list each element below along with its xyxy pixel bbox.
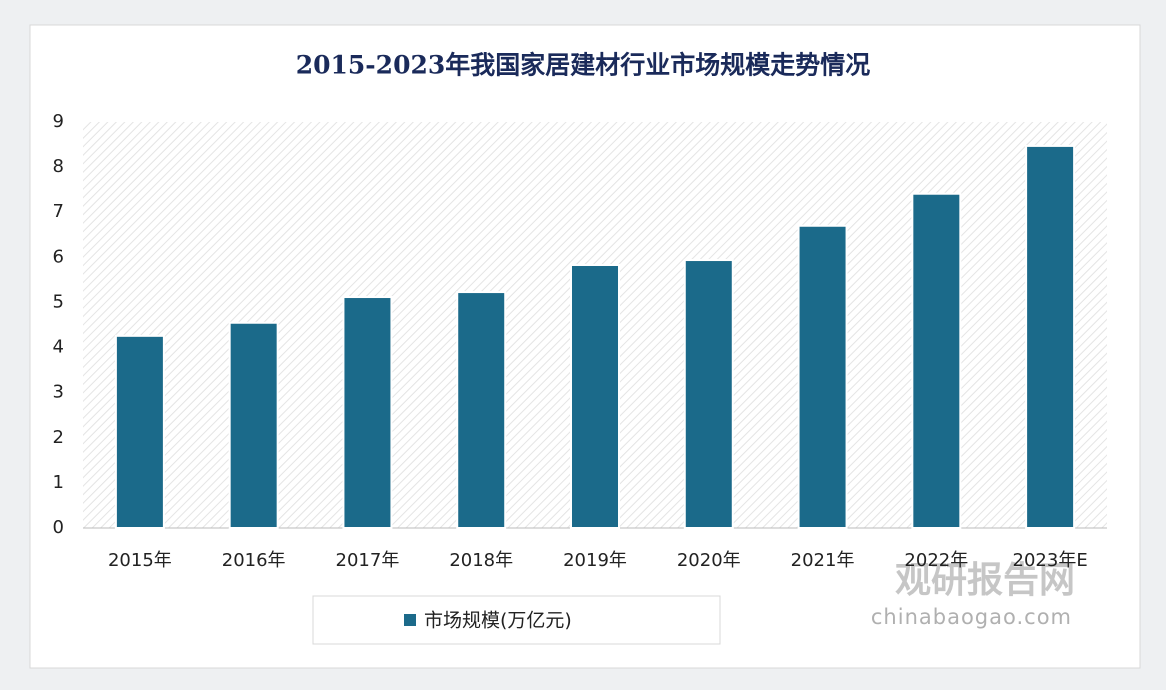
x-tick-label: 2016年 — [222, 550, 286, 571]
watermark-site: chinabaogao.com — [871, 605, 1072, 629]
bar — [911, 192, 962, 530]
bar — [114, 334, 165, 529]
legend-box — [312, 595, 721, 645]
x-tick-label: 2021年 — [791, 550, 855, 571]
bar — [1025, 144, 1076, 530]
y-tick-label: 7 — [53, 201, 64, 222]
y-tick-label: 9 — [53, 111, 64, 132]
x-tick-label: 2023年E — [1013, 550, 1088, 571]
x-tick-label: 2015年 — [108, 550, 172, 571]
y-tick-label: 2 — [53, 427, 64, 448]
x-tick-label: 2020年 — [677, 550, 741, 571]
bar — [570, 264, 620, 529]
y-tick-label: 0 — [53, 517, 64, 538]
y-tick-label: 6 — [53, 246, 64, 267]
x-tick-label: 2022年 — [904, 550, 968, 571]
x-tick-label: 2017年 — [336, 550, 400, 571]
bar — [456, 291, 507, 529]
chart-title: 2015-2023年我国家居建材行业市场规模走势情况 — [296, 51, 871, 80]
legend-label: 市场规模(万亿元) — [424, 610, 572, 632]
x-tick-label: 2019年 — [563, 550, 627, 571]
y-tick-label: 4 — [53, 337, 64, 358]
watermark-brand: 观研报告网 — [895, 560, 1075, 601]
bar — [797, 224, 848, 529]
x-tick-label: 2018年 — [449, 550, 513, 571]
legend-marker — [404, 614, 416, 626]
y-tick-label: 3 — [53, 382, 64, 403]
y-tick-label: 1 — [53, 472, 64, 493]
y-tick-label: 5 — [53, 291, 64, 312]
bar — [342, 296, 393, 529]
bar — [228, 321, 279, 529]
bar — [683, 259, 734, 529]
y-tick-label: 8 — [53, 156, 64, 177]
